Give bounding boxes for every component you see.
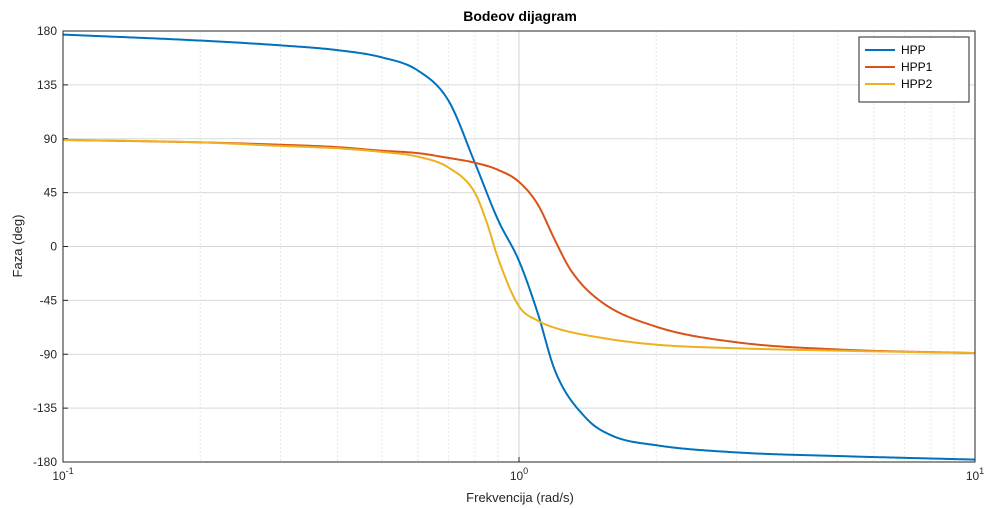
grid xyxy=(62,30,975,463)
x-tick-label: 101 xyxy=(966,466,984,483)
legend-box xyxy=(858,36,970,103)
chart-title: Bodeov dijagram xyxy=(463,8,577,24)
y-axis-ticks: 180 135 90 45 0 -45 -90 -135 -180 xyxy=(33,24,68,469)
y-tick-label: -180 xyxy=(33,455,57,469)
series-line-hpp xyxy=(62,33,976,461)
series-group xyxy=(62,33,976,461)
legend-label: HPP1 xyxy=(901,60,933,74)
y-tick-label: -90 xyxy=(40,347,58,361)
y-tick-label: -135 xyxy=(33,401,57,415)
y-tick-label: 180 xyxy=(37,24,57,38)
legend-label: HPP xyxy=(901,43,926,57)
y-tick-label: 45 xyxy=(44,186,58,200)
y-tick-label: 0 xyxy=(50,240,57,254)
y-tick-label: -45 xyxy=(40,293,58,307)
legend-label: HPP2 xyxy=(901,77,933,91)
y-axis-label: Faza (deg) xyxy=(10,215,25,278)
x-tick-label: 10-1 xyxy=(52,466,73,483)
y-tick-label: 135 xyxy=(37,78,57,92)
x-tick-label: 100 xyxy=(510,466,528,483)
series-line-hpp2 xyxy=(62,138,976,355)
axes-box xyxy=(62,30,976,463)
legend: HPP HPP1 HPP2 xyxy=(858,36,970,103)
y-tick-label: 90 xyxy=(44,132,58,146)
x-axis-ticks: 10-1 100 101 xyxy=(52,457,984,483)
x-axis-label: Frekvencija (rad/s) xyxy=(466,490,574,505)
